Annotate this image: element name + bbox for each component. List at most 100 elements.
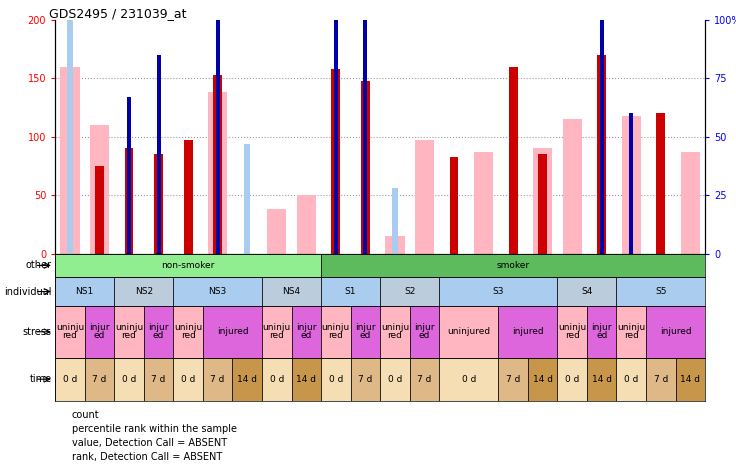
Bar <box>90 125 109 254</box>
Text: 0 d: 0 d <box>181 375 195 383</box>
Bar <box>657 113 665 254</box>
Bar <box>174 306 203 358</box>
Bar <box>291 306 321 358</box>
Text: rank, Detection Call = ABSENT: rank, Detection Call = ABSENT <box>72 452 222 463</box>
Bar <box>127 97 131 254</box>
Text: S3: S3 <box>492 287 504 296</box>
Bar <box>533 148 552 254</box>
Text: 7 d: 7 d <box>358 375 372 383</box>
Bar <box>498 306 557 358</box>
Text: time: time <box>29 374 52 384</box>
Text: 14 d: 14 d <box>533 375 553 383</box>
Text: injur
ed: injur ed <box>592 323 612 340</box>
Bar <box>203 358 233 401</box>
Text: injur
ed: injur ed <box>149 323 169 340</box>
Bar <box>55 277 114 306</box>
Text: injur
ed: injur ed <box>296 323 316 340</box>
Text: uninju
red: uninju red <box>381 323 409 340</box>
Bar <box>85 358 114 401</box>
Bar <box>114 358 144 401</box>
Text: other: other <box>26 260 52 271</box>
Bar <box>386 236 405 254</box>
Bar <box>587 358 617 401</box>
Text: S5: S5 <box>655 287 667 296</box>
Text: injured: injured <box>216 328 248 336</box>
Bar <box>528 358 557 401</box>
Text: NS2: NS2 <box>135 287 153 296</box>
Text: count: count <box>72 410 99 420</box>
Bar <box>321 358 350 401</box>
Bar <box>208 92 227 254</box>
Bar <box>439 306 498 358</box>
Bar <box>262 306 291 358</box>
Bar <box>262 358 291 401</box>
Bar <box>55 358 85 401</box>
Text: uninju
red: uninju red <box>263 323 291 340</box>
Bar <box>114 277 174 306</box>
Text: 14 d: 14 d <box>680 375 701 383</box>
Bar <box>67 0 73 254</box>
Text: uninju
red: uninju red <box>558 323 587 340</box>
Bar <box>587 306 617 358</box>
Bar <box>450 156 459 254</box>
Bar <box>55 254 321 277</box>
Bar <box>598 55 606 254</box>
Text: 7 d: 7 d <box>506 375 520 383</box>
Bar <box>509 67 517 254</box>
Bar <box>154 154 163 254</box>
Bar <box>350 358 380 401</box>
Bar <box>617 277 705 306</box>
Bar <box>498 358 528 401</box>
Text: NS3: NS3 <box>208 287 227 296</box>
Text: stress: stress <box>23 327 52 337</box>
Bar <box>380 358 410 401</box>
Text: injured: injured <box>659 328 691 336</box>
Bar <box>350 306 380 358</box>
Text: GDS2495 / 231039_at: GDS2495 / 231039_at <box>49 7 186 20</box>
Bar <box>538 154 547 254</box>
Text: percentile rank within the sample: percentile rank within the sample <box>72 424 237 434</box>
Text: uninju
red: uninju red <box>617 323 645 340</box>
Text: 0 d: 0 d <box>565 375 579 383</box>
Bar <box>681 152 700 254</box>
Bar <box>646 358 676 401</box>
Bar <box>410 358 439 401</box>
Bar <box>474 152 493 254</box>
Text: 14 d: 14 d <box>592 375 612 383</box>
Text: 7 d: 7 d <box>417 375 431 383</box>
Bar <box>184 140 193 254</box>
Bar <box>244 144 250 254</box>
Bar <box>557 306 587 358</box>
Bar <box>267 209 286 254</box>
Bar <box>331 69 340 254</box>
Bar <box>157 55 160 254</box>
Text: S1: S1 <box>345 287 356 296</box>
Bar <box>392 188 398 254</box>
Text: 7 d: 7 d <box>152 375 166 383</box>
Bar <box>321 306 350 358</box>
Text: NS1: NS1 <box>76 287 94 296</box>
Text: injur
ed: injur ed <box>355 323 375 340</box>
Bar <box>622 116 641 254</box>
Text: injured: injured <box>512 328 544 336</box>
Bar <box>439 358 498 401</box>
Bar <box>364 13 367 254</box>
Text: injur
ed: injur ed <box>414 323 435 340</box>
Bar <box>557 277 617 306</box>
Text: smoker: smoker <box>497 261 530 270</box>
Bar <box>174 358 203 401</box>
Bar <box>95 166 104 254</box>
Text: injur
ed: injur ed <box>89 323 110 340</box>
Text: 0 d: 0 d <box>461 375 476 383</box>
Text: 7 d: 7 d <box>210 375 225 383</box>
Bar <box>676 358 705 401</box>
Bar <box>562 119 581 254</box>
Bar <box>646 306 705 358</box>
Text: uninju
red: uninju red <box>56 323 84 340</box>
Text: S2: S2 <box>404 287 415 296</box>
Text: uninju
red: uninju red <box>174 323 202 340</box>
Bar <box>124 148 133 254</box>
Text: 0 d: 0 d <box>388 375 402 383</box>
Bar <box>213 75 222 254</box>
Text: value, Detection Call = ABSENT: value, Detection Call = ABSENT <box>72 438 227 448</box>
